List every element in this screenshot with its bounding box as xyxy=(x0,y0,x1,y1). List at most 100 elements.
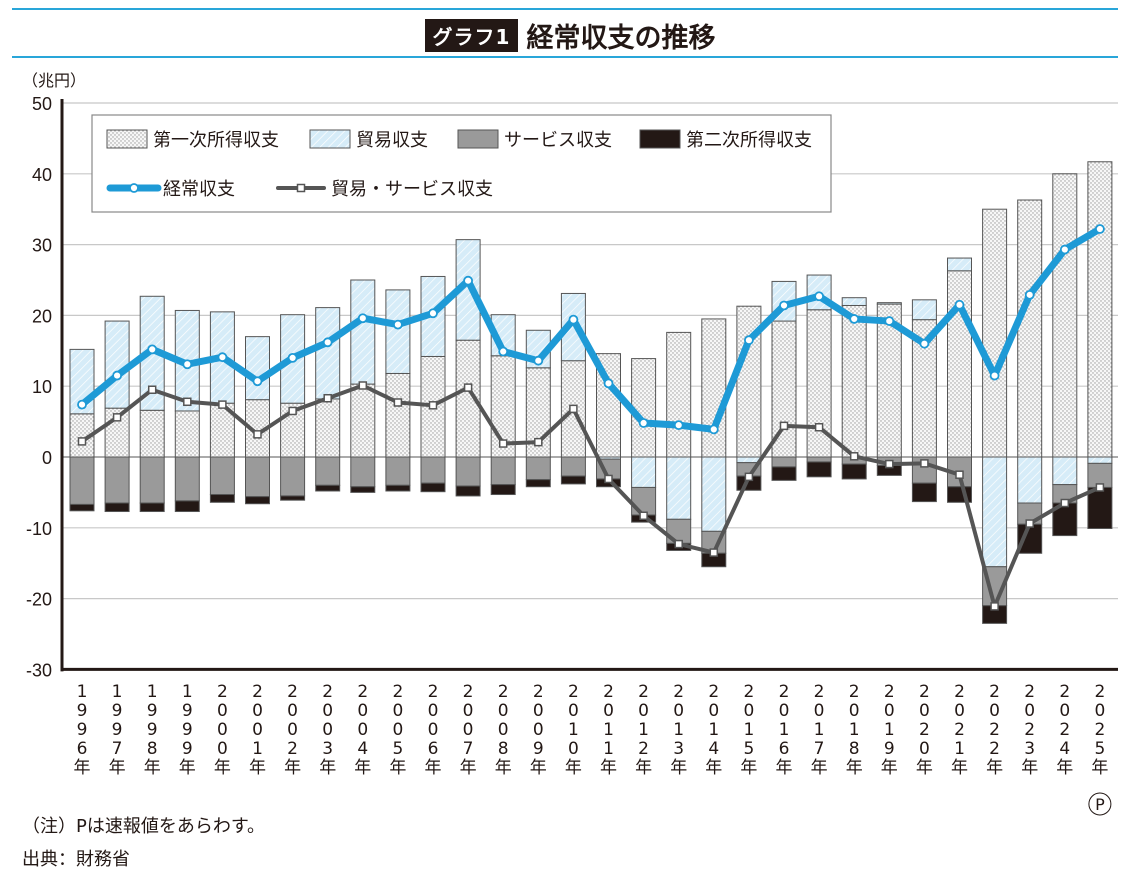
x-tick-label: 8 xyxy=(147,739,158,759)
x-tick-label: 1 xyxy=(603,720,614,740)
y-tick-label: 0 xyxy=(42,448,52,468)
x-tick-label: 0 xyxy=(1094,701,1105,721)
current-account-marker xyxy=(252,376,263,387)
bar-primary-income xyxy=(174,410,200,458)
current-account-marker xyxy=(1059,244,1070,255)
current-account-marker xyxy=(603,378,614,389)
legend-primary-income-swatch xyxy=(106,129,148,149)
x-tick-label: 0 xyxy=(217,701,228,721)
x-tick-label: 7 xyxy=(463,739,474,759)
x-tick-label: 年 xyxy=(389,758,406,778)
current-account-marker xyxy=(498,346,509,357)
x-tick-label: 2 xyxy=(1024,682,1035,702)
bar-trade xyxy=(947,257,972,272)
x-tick-label: 0 xyxy=(814,701,825,721)
x-tick-label: 2 xyxy=(463,682,474,702)
bar-secondary-income xyxy=(560,475,586,485)
bar-secondary-income xyxy=(771,466,797,481)
x-tick-label: 2 xyxy=(954,720,965,740)
bar-secondary-income xyxy=(245,496,270,505)
preliminary-marker: P xyxy=(1095,795,1105,814)
bar-secondary-income xyxy=(911,482,937,503)
x-tick-label: 2 xyxy=(322,682,333,702)
x-tick-label: 1 xyxy=(638,720,649,740)
x-tick-label: 0 xyxy=(533,701,544,721)
x-tick-label: 年 xyxy=(319,758,336,778)
axes: 50 40 30 20 10 0 -10 -20 -30 xyxy=(26,94,1118,680)
x-tick-label: 0 xyxy=(919,739,930,759)
x-tick-label: 9 xyxy=(112,720,123,740)
x-tick-label: 年 xyxy=(354,758,371,778)
bar-trade xyxy=(701,456,727,532)
x-tick-label: 2 xyxy=(252,682,263,702)
x-tick-label: 0 xyxy=(252,701,263,721)
x-tick-label: 6 xyxy=(428,739,439,759)
trade-services-marker xyxy=(253,430,262,439)
x-tick-label: 0 xyxy=(638,701,649,721)
bar-trade xyxy=(1052,456,1078,486)
x-tick-label: 2 xyxy=(1094,682,1105,702)
bar-secondary-income xyxy=(174,500,200,513)
x-tick-label: 1 xyxy=(884,720,895,740)
x-tick-label: 0 xyxy=(743,701,754,721)
bar-trade xyxy=(350,279,376,385)
x-tick-label: 年 xyxy=(530,758,547,778)
x-tick-label: 2 xyxy=(428,682,439,702)
trade-services-marker xyxy=(183,397,192,407)
x-tick-label: 2 xyxy=(287,682,298,702)
bar-secondary-income xyxy=(806,461,832,478)
x-tick-label: 1 xyxy=(779,720,790,740)
x-tick-label: 年 xyxy=(1091,758,1108,778)
trade-services-marker xyxy=(709,548,719,557)
x-tick-label: 年 xyxy=(565,758,582,778)
title-underline xyxy=(12,56,1118,58)
current-account-marker xyxy=(533,355,544,366)
trade-services-marker xyxy=(814,423,824,432)
x-tick-label: 0 xyxy=(989,701,1000,721)
bar-secondary-income xyxy=(315,484,341,492)
bar-secondary-income xyxy=(455,485,481,497)
bar-trade xyxy=(911,299,937,321)
x-tick-label: 1 xyxy=(603,739,614,759)
x-tick-label: 2 xyxy=(287,739,298,759)
trade-services-marker xyxy=(218,400,227,409)
trade-services-marker xyxy=(288,406,297,416)
legend-secondary-income-label: 第二次所得収支 xyxy=(686,130,812,151)
x-tick-label: 0 xyxy=(428,720,439,740)
bar-trade xyxy=(876,302,902,305)
x-tick-label: 年 xyxy=(1056,758,1073,778)
bar-trade xyxy=(982,456,1008,568)
bar-secondary-income xyxy=(104,502,130,513)
y-tick-label: -10 xyxy=(26,519,52,539)
x-tick-label: 2 xyxy=(603,682,614,702)
y-tick-label: 10 xyxy=(32,377,52,397)
x-tick-label: 1 xyxy=(77,682,88,702)
bar-services xyxy=(771,456,797,468)
x-tick-label: 0 xyxy=(287,720,298,740)
current-account-marker xyxy=(989,370,1000,381)
bar-trade xyxy=(104,320,130,409)
bar-services xyxy=(455,456,481,487)
bar-primary-income xyxy=(1087,161,1113,458)
x-tick-label: 年 xyxy=(776,758,793,778)
trade-services-marker xyxy=(955,470,964,479)
trade-services-marker xyxy=(920,459,929,468)
x-tick-label: 2 xyxy=(1059,682,1070,702)
trade-services-marker xyxy=(604,474,613,484)
x-tick-label: 0 xyxy=(322,701,333,721)
x-tick-label: 5 xyxy=(743,739,754,759)
legend-services-label: サービス収支 xyxy=(504,130,612,151)
y-tick-label: -30 xyxy=(26,660,52,680)
x-tick-label: 年 xyxy=(425,758,442,778)
bar-primary-income xyxy=(139,409,165,458)
x-tick-label: 4 xyxy=(357,739,368,759)
bar-primary-income xyxy=(1052,173,1078,458)
current-account-marker xyxy=(463,275,474,286)
x-tick-label: 2 xyxy=(779,682,790,702)
x-tick-label: 年 xyxy=(249,758,266,778)
x-tick-label: 2 xyxy=(357,682,368,702)
bar-services xyxy=(490,456,516,486)
bar-secondary-income xyxy=(280,495,306,501)
trade-services-marker xyxy=(393,398,403,407)
x-tick-label: 1 xyxy=(147,682,158,702)
